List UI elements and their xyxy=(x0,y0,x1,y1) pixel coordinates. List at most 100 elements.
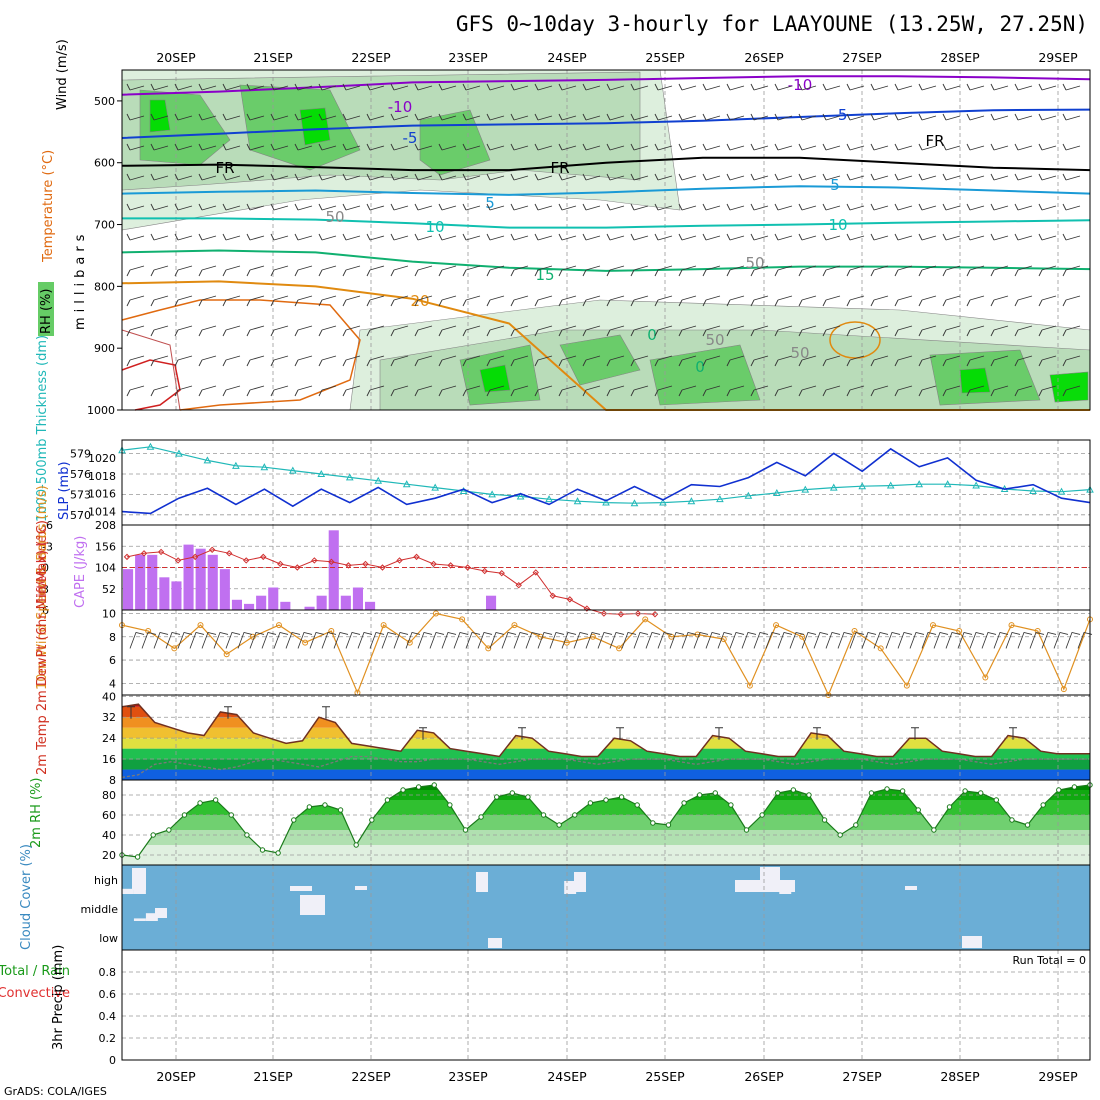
lifted-point xyxy=(208,546,216,553)
thickness-point xyxy=(146,442,155,450)
wind-barb xyxy=(198,295,217,307)
wind-barb xyxy=(774,325,793,337)
ytick-label: 1018 xyxy=(88,470,116,483)
bottom-date-label: 20SEP xyxy=(156,1069,196,1084)
wind-barb xyxy=(294,295,313,307)
rh-shade xyxy=(149,99,171,133)
wind10m-barb xyxy=(597,631,613,649)
contour-label: -5 xyxy=(403,129,418,147)
wind-barb xyxy=(846,113,865,121)
thickness-point xyxy=(175,449,183,457)
rh2m-point xyxy=(197,800,203,806)
lifted-point xyxy=(447,562,454,569)
wind-barb xyxy=(990,325,1009,337)
wind-barb xyxy=(726,113,745,121)
wind10m-barb xyxy=(201,631,217,649)
rh2m-point xyxy=(962,788,968,794)
lifted-point xyxy=(174,557,182,564)
wind-barb xyxy=(894,325,913,337)
bottom-date-label: 26SEP xyxy=(744,1069,784,1084)
wind-barb xyxy=(774,173,793,181)
wind-barb xyxy=(630,143,649,151)
wind10m-barb xyxy=(765,631,781,649)
wind-barb xyxy=(726,265,745,277)
wind10m-barb xyxy=(309,631,325,649)
wind-barb xyxy=(174,233,193,241)
ytick-label: 570 xyxy=(70,509,91,522)
wind10m-point xyxy=(903,682,910,689)
isotherm-line xyxy=(121,185,1091,196)
wind10m-label: 10m Wind Speed & Barbs (m/s) xyxy=(35,485,50,690)
wind-barb xyxy=(318,355,337,367)
thickness-point xyxy=(915,480,924,488)
wind-barb xyxy=(894,113,913,121)
wind10m-point xyxy=(459,616,466,623)
rh2m-point xyxy=(275,850,281,856)
wind-barb xyxy=(1062,83,1081,91)
wind-barb xyxy=(438,265,457,277)
lifted-point xyxy=(157,548,165,556)
ytick-label: 0.4 xyxy=(99,1010,117,1023)
rh2m-point xyxy=(884,786,890,792)
wind-barb xyxy=(846,295,865,307)
wind-barb xyxy=(366,83,385,91)
wind10m-barb xyxy=(669,631,685,649)
rh2m-point xyxy=(150,832,156,838)
wind-barb xyxy=(774,355,793,367)
wind10m-point xyxy=(930,622,937,629)
wind10m-barb xyxy=(933,631,949,649)
rh-legend-swatch xyxy=(38,282,54,336)
cloud-bar xyxy=(300,895,325,915)
rh2m-point xyxy=(978,790,984,796)
wind-barb xyxy=(870,265,889,277)
wind-barb xyxy=(1038,355,1057,367)
rh2m-point xyxy=(525,794,531,800)
wind-barb xyxy=(462,325,481,337)
wind-barb xyxy=(342,203,361,211)
minmax-bar xyxy=(518,727,526,740)
rh2m-point xyxy=(821,817,828,823)
contour-label: 15 xyxy=(535,266,554,284)
wind-barb xyxy=(582,203,601,211)
rh2m-point xyxy=(291,817,297,823)
wind-barb xyxy=(750,295,769,307)
wind10m-barb xyxy=(489,631,505,649)
wind10m-barb xyxy=(213,631,229,649)
wind-barb xyxy=(222,355,241,367)
wind-barb xyxy=(174,173,193,181)
wind-barb xyxy=(294,143,313,151)
contour-label: 10 xyxy=(828,216,847,234)
wind-barb xyxy=(462,295,481,307)
wind-barb xyxy=(462,233,481,241)
wind-barb xyxy=(390,295,409,307)
top-date-label: 22SEP xyxy=(351,50,391,65)
wind10m-barb xyxy=(417,631,433,649)
wind-barb xyxy=(918,203,937,211)
cape-bar xyxy=(159,577,170,610)
rh2m-point xyxy=(775,790,781,796)
wind-barb xyxy=(942,143,961,151)
wind-barb xyxy=(270,385,289,397)
contour-label: FR xyxy=(550,159,569,177)
wind-barb xyxy=(942,265,961,277)
wind-barb xyxy=(750,233,769,241)
wind-barb xyxy=(534,355,553,367)
wind10m-panel: 10 8 6 4 xyxy=(102,607,1093,698)
wind-barb xyxy=(582,113,601,121)
wind-barb xyxy=(870,143,889,151)
wind-barb xyxy=(534,83,553,91)
wind-barb xyxy=(582,355,601,367)
thickness-point xyxy=(858,482,867,490)
lifted-point xyxy=(294,564,301,571)
wind10m-barb xyxy=(849,631,865,649)
wind-barb xyxy=(174,143,193,151)
wind-barb xyxy=(126,143,145,151)
thickness-point xyxy=(772,488,781,497)
wind-barb xyxy=(1062,233,1081,241)
cloud-level-label: high xyxy=(94,874,118,887)
wind-barb xyxy=(438,113,457,121)
wind-barb xyxy=(774,203,793,211)
ytick-label: 0 xyxy=(109,1054,116,1067)
lifted-point xyxy=(396,557,403,564)
wind-barb xyxy=(318,113,337,121)
